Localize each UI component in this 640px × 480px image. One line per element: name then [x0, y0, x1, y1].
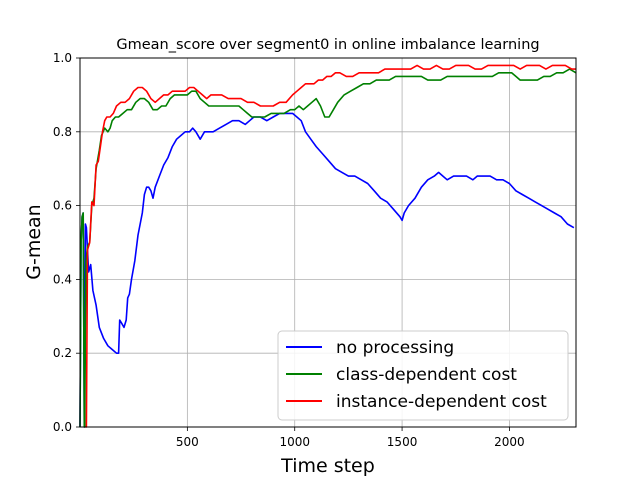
y-tick-label: 0.6 [53, 199, 72, 213]
x-tick-label: 1000 [279, 435, 310, 449]
y-tick-label: 0.0 [53, 420, 72, 434]
x-axis-label: Time step [280, 455, 375, 477]
series-line-class-dependent-cost [79, 68, 577, 428]
legend-box [277, 330, 569, 421]
x-tick-label: 2000 [494, 435, 525, 449]
y-tick-label: 0.4 [53, 272, 72, 286]
series-line-instance-dependent-cost [85, 64, 576, 428]
y-tick-label: 1.0 [53, 51, 72, 65]
legend: no processing class-dependent cost insta… [277, 330, 569, 421]
y-axis-ticks: 0.0 0.2 0.4 0.6 0.8 1.0 [53, 51, 80, 434]
y-tick-label: 0.8 [53, 125, 72, 139]
y-tick-label: 0.2 [53, 346, 72, 360]
x-axis-ticks: 500 1000 1500 2000 [176, 427, 525, 449]
x-tick-label: 500 [176, 435, 199, 449]
legend-label-class-dependent-cost: class-dependent cost [336, 365, 517, 385]
x-tick-label: 1500 [387, 435, 418, 449]
legend-label-instance-dependent-cost: instance-dependent cost [336, 392, 547, 412]
y-axis-label: G-mean [23, 204, 45, 279]
plot-frame [79, 57, 577, 428]
legend-label-no-processing: no processing [336, 338, 454, 358]
chart-title: Gmean_score over segment0 in online imba… [116, 37, 539, 53]
series-lines [79, 64, 577, 428]
